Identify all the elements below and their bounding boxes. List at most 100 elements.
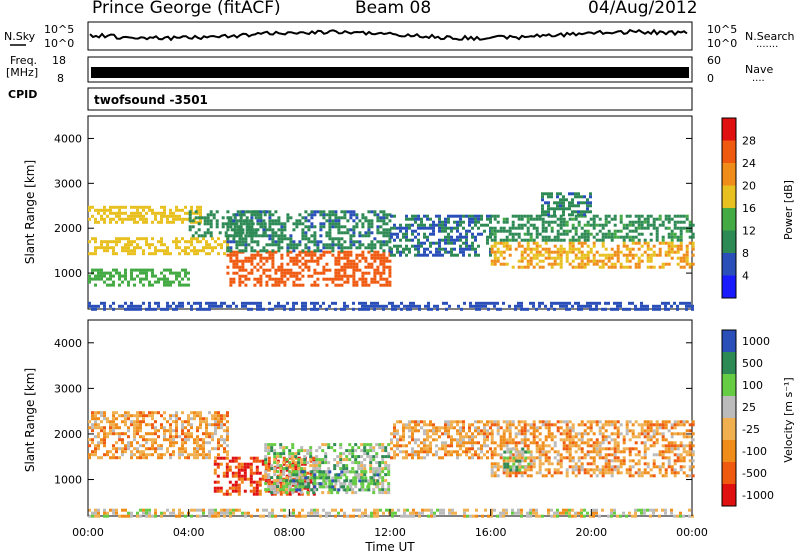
heatmap-cell <box>325 262 329 266</box>
heatmap-cell <box>160 426 163 430</box>
heatmap-cell <box>234 483 238 487</box>
heatmap-cell <box>646 429 650 433</box>
heatmap-cell <box>390 441 393 445</box>
heatmap-cell <box>628 214 632 218</box>
heatmap-cell <box>321 473 325 477</box>
heatmap-cell <box>571 508 574 512</box>
heatmap-cell <box>655 238 659 242</box>
heatmap-cell <box>263 225 267 229</box>
heatmap-cell <box>511 232 515 236</box>
heatmap-cell <box>453 226 456 230</box>
heatmap-cell <box>139 280 142 284</box>
heatmap-cell <box>496 241 500 245</box>
heatmap-cell <box>205 423 208 427</box>
heatmap-cell <box>248 219 252 223</box>
heatmap-cell <box>208 508 211 512</box>
heatmap-cell <box>622 459 626 463</box>
heatmap-cell <box>553 435 557 439</box>
heatmap-cell <box>336 476 340 480</box>
heatmap-cell <box>532 508 535 512</box>
heatmap-cell <box>313 225 317 229</box>
heatmap-cell <box>643 453 647 457</box>
heatmap-cell <box>364 271 368 275</box>
heatmap-cell <box>655 423 659 427</box>
heatmap-cell <box>661 241 665 245</box>
heatmap-cell <box>589 514 592 518</box>
heatmap-cell <box>580 456 584 460</box>
heatmap-cell <box>237 492 241 496</box>
heatmap-cell <box>310 240 314 244</box>
heatmap-cell <box>456 220 459 224</box>
heatmap-cell <box>583 432 587 436</box>
heatmap-cell <box>465 432 468 436</box>
heatmap-cell <box>447 250 450 254</box>
heatmap-cell <box>142 249 145 253</box>
heatmap-cell <box>441 223 444 227</box>
heatmap-cell <box>316 307 319 311</box>
heatmap-cell <box>157 456 160 460</box>
heatmap-cell <box>634 253 638 257</box>
heatmap-cell <box>514 471 518 475</box>
heatmap-cell <box>438 253 441 257</box>
heatmap-cell <box>664 307 667 311</box>
heatmap-cell <box>634 304 637 308</box>
heatmap-cell <box>381 470 385 474</box>
heatmap-cell <box>271 240 275 244</box>
heatmap-cell <box>94 511 97 515</box>
heatmap-cell <box>643 471 647 475</box>
heatmap-cell <box>604 459 608 463</box>
heatmap-cell <box>291 483 295 487</box>
heatmap-cell <box>448 304 451 308</box>
heatmap-cell <box>133 252 136 256</box>
heatmap-cell <box>163 429 166 433</box>
heatmap-cell <box>352 234 356 238</box>
heatmap-cell <box>532 265 536 269</box>
heatmap-cell <box>115 456 118 460</box>
heatmap-cell <box>181 411 184 415</box>
heatmap-cell <box>640 223 644 227</box>
heatmap-cell <box>271 243 275 247</box>
heatmap-cell <box>313 280 317 284</box>
heatmap-cell <box>613 262 617 266</box>
heatmap-cell <box>322 246 326 250</box>
heatmap-cell <box>685 301 688 305</box>
heatmap-cell <box>157 301 160 305</box>
heatmap-cell <box>477 426 480 430</box>
heatmap-cell <box>206 228 210 232</box>
heatmap-cell <box>106 214 109 218</box>
heatmap-cell <box>414 423 417 427</box>
heatmap-cell <box>238 259 242 263</box>
heatmap-cell <box>655 426 659 430</box>
heatmap-cell <box>583 201 586 205</box>
heatmap-cell <box>211 432 214 436</box>
heatmap-cell <box>277 243 281 247</box>
heatmap-cell <box>352 240 356 244</box>
heatmap-cell <box>175 429 178 433</box>
heatmap-cell <box>369 470 373 474</box>
heatmap-cell <box>151 411 154 415</box>
heatmap-cell <box>685 229 689 233</box>
heatmap-cell <box>184 274 187 278</box>
heatmap-cell <box>430 508 433 512</box>
heatmap-cell <box>451 511 454 515</box>
heatmap-cell <box>508 441 512 445</box>
heatmap-cell <box>255 468 259 472</box>
heatmap-cell <box>550 301 553 305</box>
heatmap-cell <box>376 256 380 260</box>
heatmap-cell <box>163 283 166 287</box>
heatmap-cell <box>592 444 596 448</box>
heatmap-cell <box>310 225 314 229</box>
heatmap-cell <box>351 455 355 459</box>
heatmap-cell <box>646 247 650 251</box>
heatmap-cell <box>616 259 620 263</box>
heatmap-cell <box>445 301 448 305</box>
heatmap-cell <box>292 473 296 477</box>
heatmap-cell <box>100 208 103 212</box>
heatmap-cell <box>313 237 317 241</box>
heatmap-cell <box>547 256 551 260</box>
heatmap-cell <box>295 277 299 281</box>
heatmap-cell <box>601 238 605 242</box>
heatmap-cell <box>601 447 605 451</box>
heatmap-cell <box>487 307 490 311</box>
heatmap-cell <box>88 280 91 284</box>
